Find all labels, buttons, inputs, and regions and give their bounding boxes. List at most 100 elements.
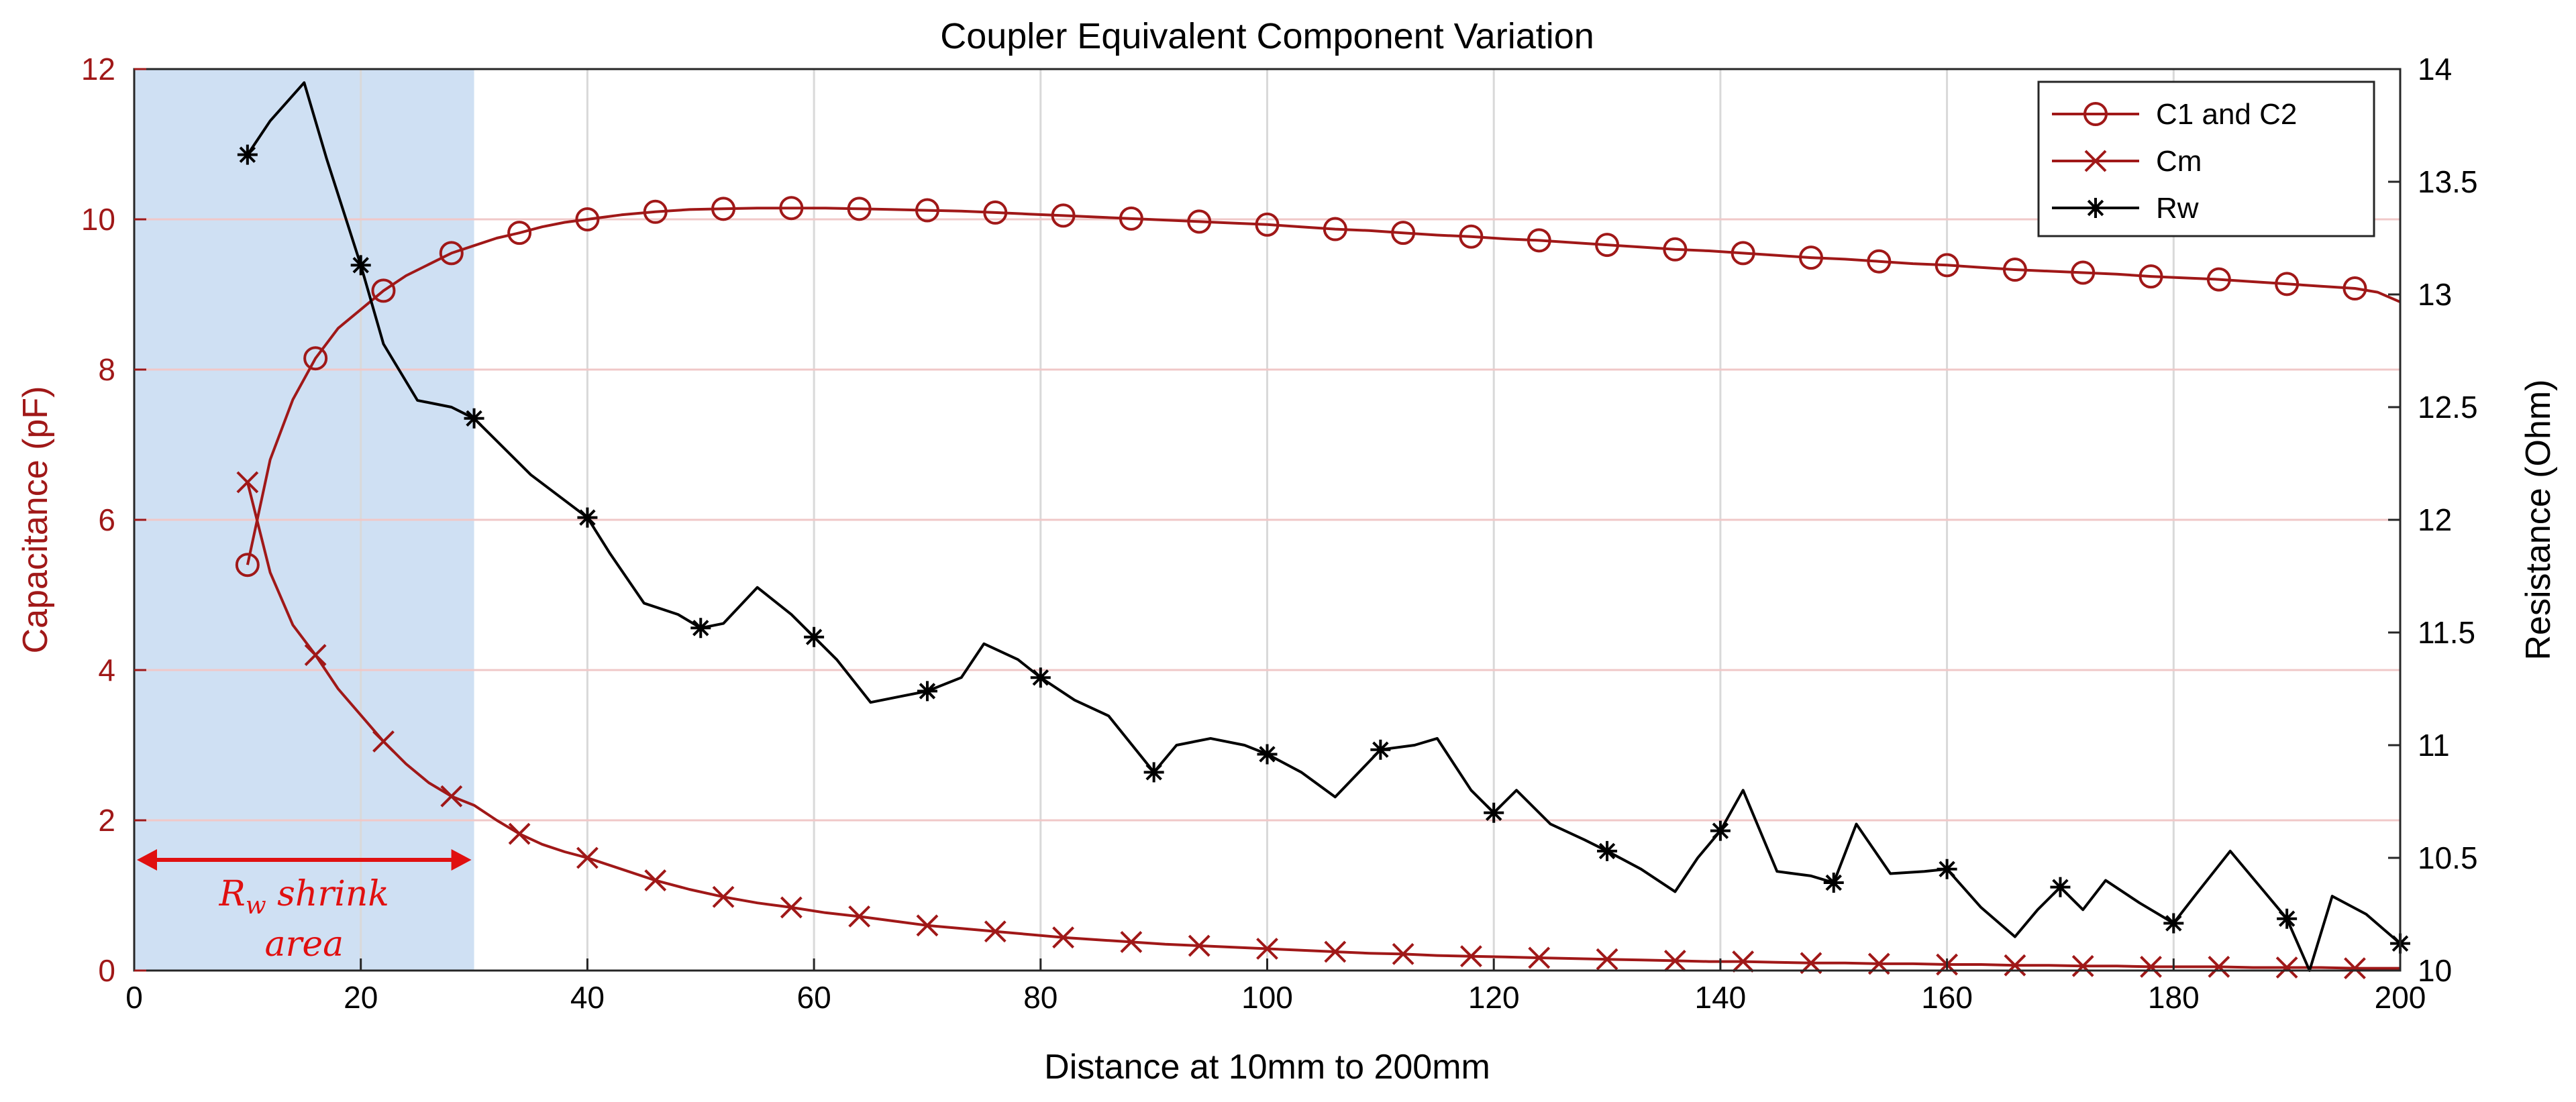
data-point-asterisk: [350, 255, 371, 276]
chart-title: Coupler Equivalent Component Variation: [940, 16, 1594, 56]
arrow-head-left: [137, 849, 157, 871]
data-point-x: [508, 822, 531, 845]
data-point-circle: [1935, 253, 1959, 278]
data-point-x: [712, 885, 735, 908]
data-point-circle: [2002, 258, 2027, 282]
data-point-circle: [2275, 272, 2300, 296]
data-point-circle: [575, 207, 600, 231]
data-point-x: [1052, 926, 1074, 949]
x-tick-label: 80: [1023, 980, 1058, 1015]
data-point-x: [1188, 934, 1210, 957]
data-point-circle: [643, 199, 668, 224]
data-point-circle: [1527, 228, 1551, 253]
legend-marker: [2084, 150, 2107, 172]
legend-item-c1-and-c2: C1 and C2: [2052, 98, 2297, 131]
y-right-tick-label: 10.5: [2418, 840, 2478, 875]
data-point-circle: [1459, 224, 1484, 249]
data-point-x: [916, 914, 939, 937]
data-point-x: [304, 644, 327, 667]
data-point-asterisk: [1937, 859, 1957, 879]
y-axis-right-label: Resistance (Ohm): [2519, 380, 2558, 661]
data-point-asterisk: [1143, 762, 1164, 783]
data-point-circle: [847, 197, 872, 221]
data-point-x: [236, 471, 259, 494]
data-point-circle: [303, 346, 328, 371]
data-point-x: [372, 730, 395, 753]
data-point-asterisk: [1030, 667, 1051, 688]
x-tick-label: 0: [125, 980, 143, 1015]
legend-marker: [2085, 198, 2106, 218]
y-left-tick-label: 2: [98, 803, 115, 838]
data-point-asterisk: [917, 681, 937, 702]
y-left-tick-label: 0: [98, 953, 115, 988]
data-point-circle: [2071, 260, 2096, 285]
legend-item-cm: Cm: [2052, 145, 2202, 178]
x-tick-label: 140: [1695, 980, 1747, 1015]
y-right-tick-label: 12.5: [2418, 390, 2478, 425]
data-point-asterisk: [1484, 802, 1504, 823]
data-point-asterisk: [1597, 840, 1618, 861]
data-point-circle: [1119, 206, 1143, 231]
data-point-x: [1460, 945, 1482, 968]
data-point-x: [1120, 931, 1143, 953]
data-point-circle: [711, 197, 736, 221]
y-right-tick-label: 10: [2418, 953, 2452, 988]
legend-label: Cm: [2156, 145, 2202, 178]
data-point-x: [1663, 950, 1686, 972]
data-point-x: [2208, 955, 2230, 978]
data-point-circle: [1051, 203, 1076, 228]
y-left-tick-label: 6: [98, 502, 115, 537]
data-point-asterisk: [2050, 877, 2071, 897]
data-point-circle: [371, 278, 396, 303]
data-point-x: [780, 896, 803, 919]
x-tick-label: 100: [1241, 980, 1293, 1015]
y-right-tick-label: 13: [2418, 277, 2452, 312]
arrow-head-right: [451, 849, 472, 871]
data-point-circle: [1255, 212, 1280, 237]
data-point-asterisk: [2277, 908, 2298, 929]
annotation-line2: area: [264, 924, 344, 965]
series-rw: [237, 81, 2410, 972]
series-line-1: [246, 482, 2400, 970]
axis-ticks: 0 20 40 60 80 100 120 140 160 180 200 0 2 4 6 8 10 12 10 10…: [81, 52, 2478, 1015]
x-tick-label: 180: [2148, 980, 2200, 1015]
data-point-circle: [2139, 264, 2163, 289]
y-right-tick-label: 12: [2418, 502, 2452, 537]
data-point-asterisk: [2163, 913, 2184, 934]
data-point-asterisk: [1710, 820, 1731, 841]
data-point-x: [576, 846, 599, 869]
data-point-x: [644, 869, 667, 892]
data-point-asterisk: [464, 408, 484, 429]
data-point-x: [2275, 956, 2298, 979]
data-point-circle: [439, 241, 464, 266]
data-point-x: [1324, 940, 1347, 963]
data-point-x: [1528, 946, 1551, 969]
annotation-sub: w: [246, 892, 266, 920]
data-point-x: [440, 785, 463, 808]
legend-item-rw: Rw: [2052, 192, 2199, 225]
annotation-r: R: [219, 874, 246, 914]
y-axis-left-label: Capacitance (pF): [16, 386, 55, 654]
data-point-circle: [1187, 209, 1212, 234]
data-point-asterisk: [690, 618, 711, 639]
legend: C1 and C2 Cm Rw: [2037, 80, 2375, 237]
x-tick-label: 60: [797, 980, 831, 1015]
data-point-asterisk: [1257, 744, 1278, 765]
data-point-circle: [1731, 241, 1755, 266]
data-point-x: [2004, 954, 2026, 977]
data-point-x: [2140, 955, 2162, 978]
data-point-asterisk: [804, 626, 825, 647]
y-right-tick-label: 14: [2418, 52, 2452, 87]
y-left-tick-label: 12: [81, 52, 115, 87]
x-tick-label: 40: [570, 980, 605, 1015]
legend-label: Rw: [2156, 192, 2199, 225]
y-left-tick-label: 4: [98, 653, 115, 687]
data-point-x: [1392, 942, 1414, 965]
x-axis-label: Distance at 10mm to 200mm: [1044, 1048, 1490, 1087]
data-point-asterisk: [1823, 872, 1844, 893]
data-point-x: [984, 920, 1007, 943]
legend-label: C1 and C2: [2156, 98, 2297, 131]
data-point-asterisk: [577, 507, 598, 528]
x-tick-label: 120: [1468, 980, 1520, 1015]
